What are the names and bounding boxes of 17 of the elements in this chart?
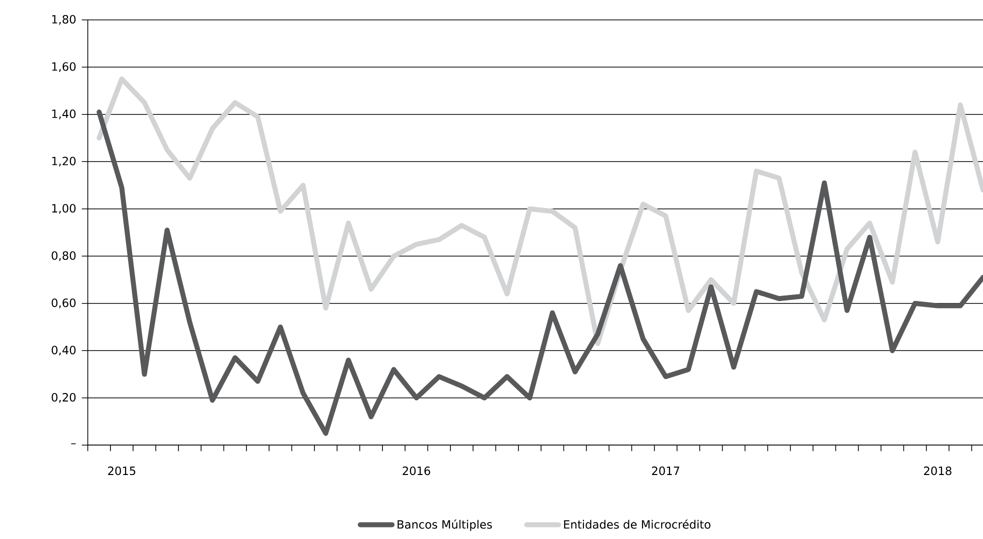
y-tick-label: 0,20 [52, 393, 76, 403]
x-tick-label: 2016 [402, 466, 430, 476]
y-tick-label: 0,60 [52, 298, 76, 308]
x-tick-label: 2015 [108, 466, 136, 476]
x-tick-label: 2018 [924, 466, 952, 476]
y-tick-label: 1,60 [52, 62, 76, 72]
legend-label: Entidades de Microcrédito [564, 520, 710, 529]
y-tick-label: 1,80 [52, 15, 76, 25]
x-tick-label: 2017 [652, 466, 680, 476]
line-series [96, 76, 983, 346]
y-tick-label: 1,00 [52, 204, 76, 214]
line-series [96, 110, 983, 436]
y-tick-label: 1,40 [52, 110, 76, 120]
y-tick-label: 0,80 [52, 251, 76, 262]
y-tick-label: 1,20 [52, 156, 76, 167]
legend-label: Bancos Múltiples [398, 520, 492, 532]
y-tick-label: 0,40 [52, 346, 76, 356]
